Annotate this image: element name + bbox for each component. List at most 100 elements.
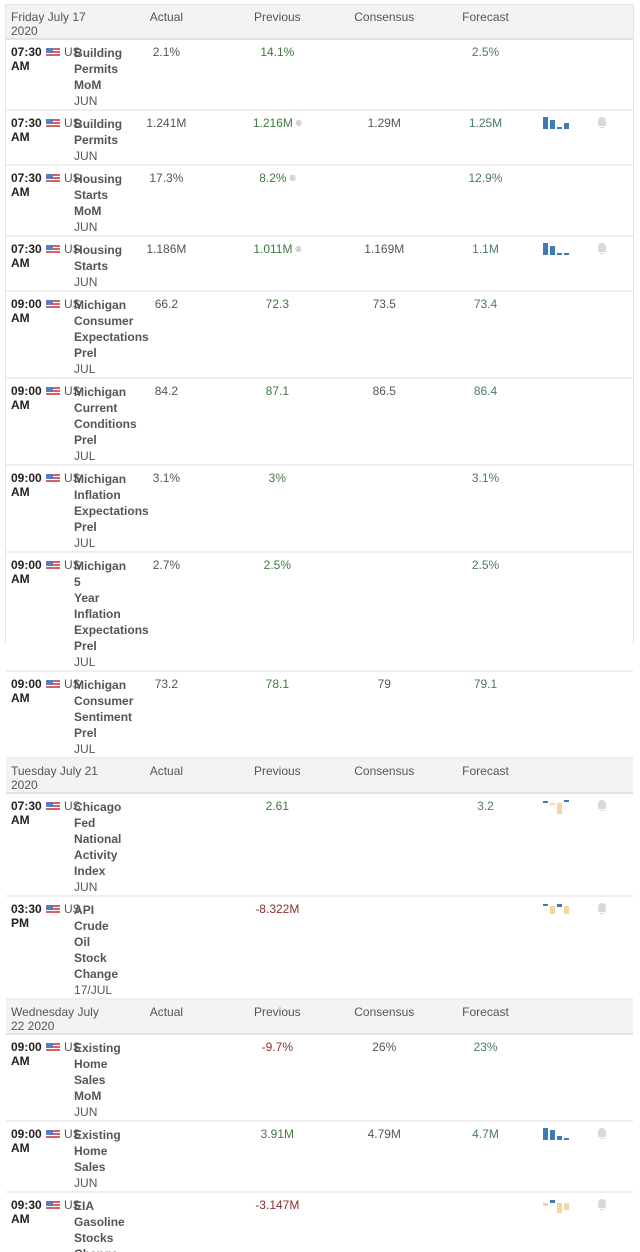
event-name[interactable]: Housing Starts MoM JUN: [74, 165, 122, 237]
sparkline-chart-icon[interactable]: [542, 117, 571, 131]
event-row[interactable]: 09:00 AM US Existing Home Sales JUN 3.91…: [6, 1121, 633, 1193]
event-row[interactable]: 09:30 AM US EIA Gasoline Stocks Change 1…: [6, 1192, 633, 1252]
event-alert[interactable]: [597, 236, 633, 292]
event-row[interactable]: 09:00 AM US Michigan Consumer Sentiment …: [6, 671, 633, 759]
event-row[interactable]: 09:00 AM US Michigan Consumer Expectatio…: [6, 291, 633, 379]
previous-value: 72.3: [265, 297, 290, 311]
event-alert[interactable]: [597, 1034, 633, 1122]
event-name[interactable]: Michigan Inflation Expectations Prel JUL: [74, 465, 149, 553]
event-sparkline[interactable]: [532, 1192, 598, 1252]
event-sparkline[interactable]: [532, 165, 598, 237]
event-name[interactable]: Chicago Fed National Activity Index JUN: [74, 793, 121, 897]
event-name[interactable]: Building Permits MoM JUN: [74, 39, 122, 111]
event-actual: 17.3%: [108, 165, 225, 237]
event-row[interactable]: 07:30 AM US Housing Starts MoM JUN 17.3%…: [6, 165, 633, 237]
event-consensus: 1.169M: [329, 236, 439, 292]
revised-icon[interactable]: ®: [289, 174, 296, 183]
event-name[interactable]: Existing Home Sales JUN: [74, 1121, 121, 1193]
event-name[interactable]: Building Permits JUN: [74, 110, 122, 166]
event-name[interactable]: Existing Home Sales MoM JUN: [74, 1034, 121, 1122]
event-name[interactable]: Michigan Consumer Expectations Prel JUL: [74, 291, 149, 379]
event-sparkline[interactable]: [532, 465, 598, 553]
previous-value: -9.7%: [261, 1040, 294, 1054]
event-period: JUL: [74, 449, 96, 463]
event-title: Michigan Consumer Expectations Prel: [74, 298, 149, 360]
us-flag-icon: [46, 680, 61, 689]
event-alert[interactable]: [597, 1121, 633, 1193]
event-period: JUN: [74, 1176, 98, 1190]
event-name[interactable]: Michigan Consumer Sentiment Prel JUL: [74, 671, 133, 759]
event-alert[interactable]: [597, 465, 633, 553]
bell-icon[interactable]: [597, 1199, 607, 1210]
event-sparkline[interactable]: [532, 110, 598, 166]
event-sparkline[interactable]: [532, 378, 598, 466]
us-flag-icon: [46, 300, 61, 309]
event-sparkline[interactable]: [532, 291, 598, 379]
event-alert[interactable]: [597, 378, 633, 466]
sparkline-chart-icon[interactable]: [542, 903, 571, 917]
event-name[interactable]: Housing Starts JUN: [74, 236, 122, 292]
sparkline-chart-icon[interactable]: [542, 1199, 571, 1213]
event-actual: [108, 1121, 225, 1193]
event-sparkline[interactable]: [532, 39, 598, 111]
event-alert[interactable]: [597, 165, 633, 237]
event-name[interactable]: Michigan Current Conditions Prel JUL: [74, 378, 137, 466]
event-name[interactable]: API Crude Oil Stock Change 17/JUL: [74, 896, 118, 1000]
event-alert[interactable]: [597, 110, 633, 166]
event-consensus: 26%: [329, 1034, 439, 1122]
event-previous: 3%: [224, 465, 330, 553]
event-row[interactable]: 07:30 AM US Building Permits MoM JUN 2.1…: [6, 39, 633, 111]
sparkline-chart-icon[interactable]: [542, 1128, 571, 1142]
event-consensus: 4.79M: [329, 1121, 439, 1193]
event-consensus: [329, 896, 439, 1000]
event-sparkline[interactable]: [532, 671, 598, 759]
event-sparkline[interactable]: [532, 793, 598, 897]
previous-value: 3.91M: [260, 1127, 295, 1141]
sparkline-chart-icon[interactable]: [542, 800, 571, 814]
event-sparkline[interactable]: [532, 236, 598, 292]
event-row[interactable]: 03:30 PM US API Crude Oil Stock Change 1…: [6, 896, 633, 1000]
bell-icon[interactable]: [597, 903, 607, 914]
event-consensus: 1.29M: [329, 110, 439, 166]
event-alert[interactable]: [597, 1192, 633, 1252]
event-row[interactable]: 09:00 AM US Michigan 5 Year Inflation Ex…: [6, 552, 633, 672]
event-alert[interactable]: [597, 39, 633, 111]
revised-icon[interactable]: ®: [295, 119, 302, 128]
event-forecast: 73.4: [438, 291, 533, 379]
column-header-consensus: Consensus: [329, 999, 439, 1035]
event-period: 17/JUL: [74, 983, 113, 997]
event-sparkline[interactable]: [532, 552, 598, 672]
event-sparkline[interactable]: [532, 896, 598, 1000]
event-sparkline[interactable]: [532, 1034, 598, 1122]
event-name[interactable]: EIA Gasoline Stocks Change 17/JUL: [74, 1192, 125, 1252]
previous-value: 87.1: [265, 384, 290, 398]
bell-icon[interactable]: [597, 117, 607, 128]
bell-icon[interactable]: [597, 1128, 607, 1139]
event-country: US: [40, 236, 81, 292]
revised-icon[interactable]: ®: [295, 245, 302, 254]
event-row[interactable]: 09:00 AM US Existing Home Sales MoM JUN …: [6, 1034, 633, 1122]
day-date: Tuesday July 21 2020: [6, 758, 109, 794]
event-forecast: 79.1: [438, 671, 533, 759]
event-name[interactable]: Michigan 5 Year Inflation Expectations P…: [74, 552, 149, 672]
event-alert[interactable]: [597, 896, 633, 1000]
column-header-actual: Actual: [108, 999, 225, 1035]
bell-icon[interactable]: [597, 243, 607, 254]
event-row[interactable]: 09:00 AM US Michigan Inflation Expectati…: [6, 465, 633, 553]
event-row[interactable]: 07:30 AM US Housing Starts JUN 1.186M 1.…: [6, 236, 633, 292]
column-header-alert: [597, 999, 633, 1035]
event-row[interactable]: 07:30 AM US Chicago Fed National Activit…: [6, 793, 633, 897]
us-flag-icon: [46, 119, 61, 128]
event-alert[interactable]: [597, 291, 633, 379]
event-alert[interactable]: [597, 793, 633, 897]
sparkline-chart-icon[interactable]: [542, 243, 571, 257]
event-row[interactable]: 09:00 AM US Michigan Current Conditions …: [6, 378, 633, 466]
event-alert[interactable]: [597, 671, 633, 759]
event-row[interactable]: 07:30 AM US Building Permits JUN 1.241M …: [6, 110, 633, 166]
event-title: Housing Starts MoM: [74, 172, 123, 218]
event-alert[interactable]: [597, 552, 633, 672]
event-sparkline[interactable]: [532, 1121, 598, 1193]
bell-icon[interactable]: [597, 800, 607, 811]
event-consensus: [329, 552, 439, 672]
column-header-actual: Actual: [108, 5, 225, 40]
